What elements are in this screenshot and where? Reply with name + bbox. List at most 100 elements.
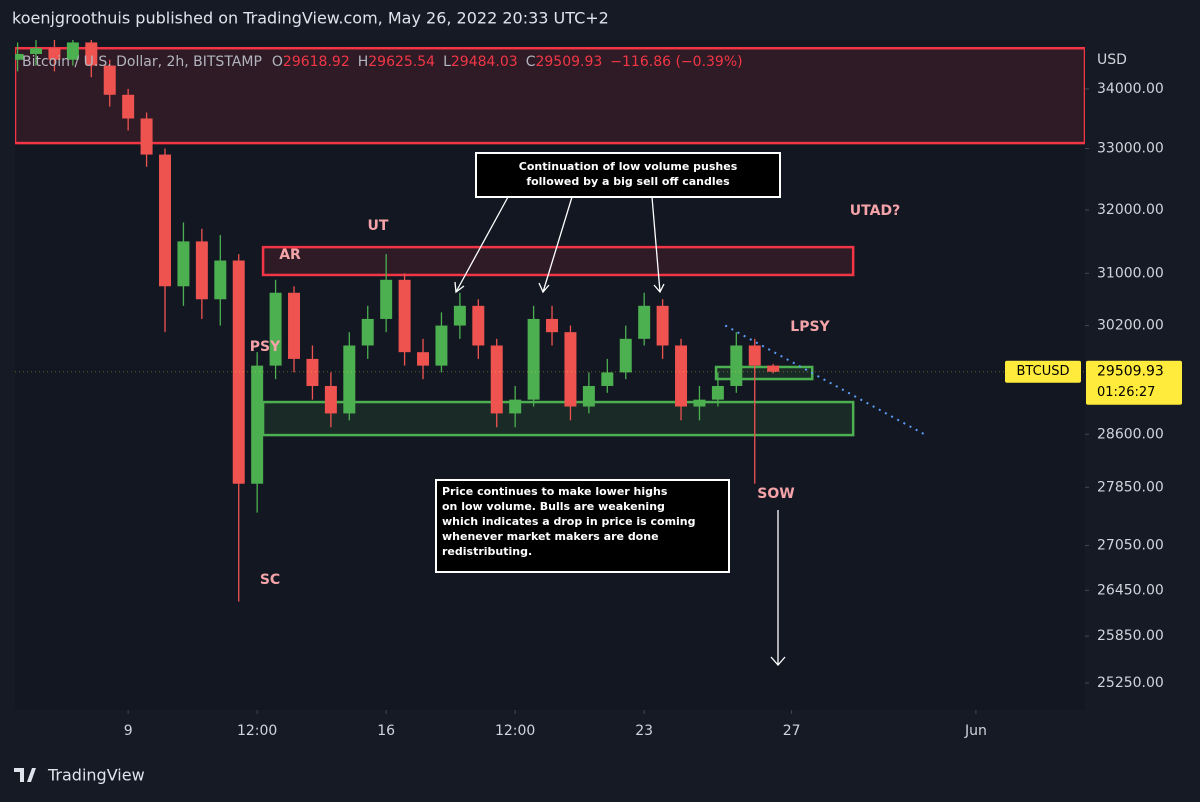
logo-mark xyxy=(14,768,36,782)
symbol: Bitcoin / U.S. Dollar, 2h, BITSTAMP xyxy=(22,54,262,70)
candle-body xyxy=(103,65,116,95)
note-box xyxy=(435,479,730,573)
candle-body xyxy=(417,352,430,366)
note-line: Price continues to make lower highs xyxy=(442,485,668,498)
x-tick-label: 16 xyxy=(377,723,395,739)
ohlc: O29618.92 H29625.54 L29484.03 C29509.93 xyxy=(272,54,602,70)
candle-body xyxy=(638,305,651,339)
candle-body xyxy=(324,385,337,414)
plot xyxy=(15,40,1085,602)
candle-body xyxy=(730,345,743,386)
candle-body xyxy=(582,385,595,407)
trendline xyxy=(724,324,925,436)
annotation: UTAD? xyxy=(850,203,900,219)
candle-body xyxy=(453,305,466,326)
y-tick-label: 27050.00 xyxy=(1097,538,1164,554)
candle-body xyxy=(435,325,448,366)
candle-body xyxy=(159,154,172,287)
candle-body xyxy=(361,318,374,346)
change: −116.86 (−0.39%) xyxy=(610,54,742,70)
x-tick-label: 27 xyxy=(783,723,801,739)
zone xyxy=(15,46,1085,145)
logo: TradingView xyxy=(14,766,145,785)
symbol-info: Bitcoin / U.S. Dollar, 2h, BITSTAMP O2961… xyxy=(22,54,743,70)
candle-body xyxy=(66,42,79,60)
arrow xyxy=(770,510,786,666)
ohlc-key: C xyxy=(526,54,536,70)
candle-body xyxy=(398,279,411,353)
candle-body xyxy=(748,345,761,366)
candle-body xyxy=(546,318,559,333)
ohlc-key: O xyxy=(272,54,283,70)
annotation: PSY xyxy=(250,339,281,355)
price-tag-countdown: 01:26:27 xyxy=(1097,385,1155,400)
ohlc-value: 29618.92 xyxy=(283,54,350,70)
y-tick-label: 30200.00 xyxy=(1097,318,1164,334)
price-tag xyxy=(1086,360,1182,405)
annotation: UT xyxy=(368,218,389,234)
y-tick-label: 33000.00 xyxy=(1097,141,1164,157)
candle-body xyxy=(85,42,98,66)
note-line: whenever market makers are done xyxy=(442,530,659,543)
candle-body xyxy=(711,385,724,400)
note-box xyxy=(475,152,781,198)
candle-body xyxy=(472,305,485,346)
candle-body xyxy=(177,241,190,287)
candle-body xyxy=(214,260,227,300)
ohlc-value: 29625.54 xyxy=(368,54,435,70)
arrow xyxy=(538,196,573,294)
candle-body xyxy=(490,345,503,414)
candle-body xyxy=(232,260,245,484)
arrows xyxy=(454,196,786,666)
arrow xyxy=(651,196,665,294)
candle-body xyxy=(306,358,319,386)
candle-body xyxy=(527,318,540,400)
annotation: SC xyxy=(260,572,280,588)
note-line: on low volume. Bulls are weakening xyxy=(442,500,665,513)
plot-area xyxy=(15,40,1085,710)
candle-body xyxy=(140,118,153,155)
candle-body xyxy=(122,94,135,119)
header-title: koenjgroothuis published on TradingView.… xyxy=(12,9,609,28)
ohlc-key: L xyxy=(443,54,451,70)
note-line: redistributing. xyxy=(442,545,532,558)
candle-body xyxy=(30,48,42,54)
zone xyxy=(261,245,855,277)
candle-body xyxy=(251,365,264,484)
annotation: AR xyxy=(279,247,301,263)
candle-body xyxy=(619,338,632,373)
candle-body xyxy=(15,53,24,60)
candle-body xyxy=(195,241,208,300)
y-tick-label: 32000.00 xyxy=(1097,202,1164,218)
x-tick-label: 12:00 xyxy=(495,723,535,739)
y-tick-label: 25250.00 xyxy=(1097,675,1164,691)
ohlc-value: 29484.03 xyxy=(451,54,518,70)
candle-body xyxy=(564,332,577,407)
y-tick-label: 34000.00 xyxy=(1097,81,1164,97)
x-tick-label: 9 xyxy=(124,723,133,739)
y-tick-label: 27850.00 xyxy=(1097,479,1164,495)
candle-body xyxy=(380,279,393,319)
symbol-tag xyxy=(1005,360,1081,383)
note-line: Continuation of low volume pushes xyxy=(519,160,738,173)
ohlc-key: H xyxy=(358,54,369,70)
candle-body xyxy=(675,345,688,407)
price-tag-value: 29509.93 xyxy=(1097,364,1164,380)
candle-body xyxy=(509,399,522,414)
candle-body xyxy=(656,305,669,346)
brand: TradingView xyxy=(47,766,145,785)
candle-body xyxy=(693,399,706,407)
y-tick-label: 26450.00 xyxy=(1097,582,1164,598)
ohlc-value: 29509.93 xyxy=(535,54,602,70)
currency: USD xyxy=(1097,52,1127,68)
candle-body xyxy=(601,372,614,386)
candle-body xyxy=(48,48,61,60)
x-tick-label: 23 xyxy=(635,723,653,739)
annotation: LPSY xyxy=(790,319,830,335)
annotation: SOW xyxy=(757,486,794,502)
symbol-tag-text: BTCUSD xyxy=(1017,364,1070,379)
y-tick-label: 25850.00 xyxy=(1097,628,1164,644)
note-line: which indicates a drop in price is comin… xyxy=(442,515,696,528)
candle-body xyxy=(269,292,282,366)
